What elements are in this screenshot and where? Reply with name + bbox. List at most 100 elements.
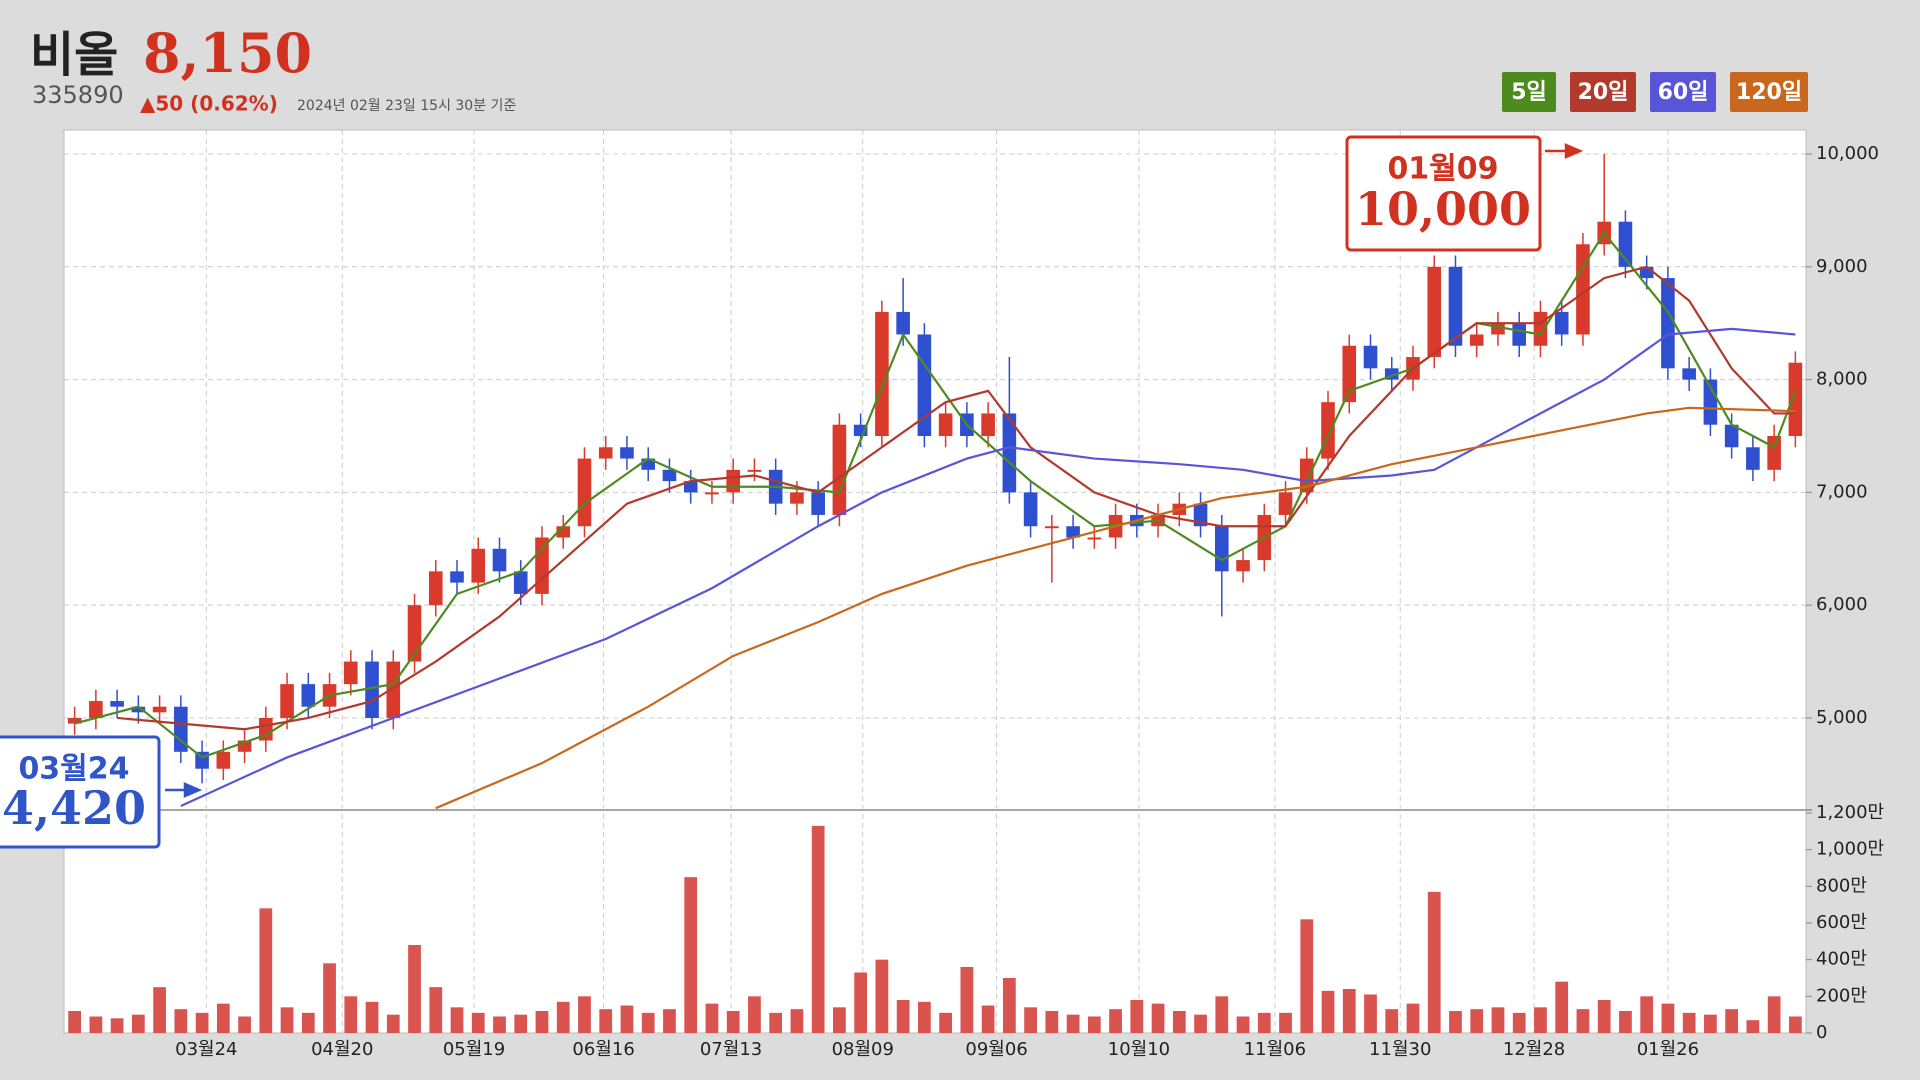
volume-bar xyxy=(1279,1012,1292,1033)
volume-bar xyxy=(238,1016,251,1033)
moving-average-line xyxy=(435,406,1796,810)
candle-body xyxy=(1661,278,1675,369)
volume-bar xyxy=(386,1014,400,1033)
candle-body xyxy=(152,706,167,713)
candle-body xyxy=(471,548,486,583)
candle-body xyxy=(705,492,719,495)
candle-body xyxy=(1193,503,1208,527)
candle-body xyxy=(1512,323,1527,346)
volume-bar xyxy=(1576,1009,1590,1033)
plot: 03월24 04월20 05월19 06월16 07월13 08월09 09월06 10월10… xyxy=(64,130,1884,1060)
candle-body xyxy=(343,661,358,685)
low-annotation-box xyxy=(0,735,161,849)
volume-bar xyxy=(216,1003,230,1033)
x-tick-label: 09월06 xyxy=(965,1039,1027,1060)
candle-body xyxy=(259,717,273,741)
candle-body xyxy=(1746,447,1760,470)
volume-bar xyxy=(1066,1014,1080,1033)
candle-body xyxy=(683,481,698,493)
y-tick-label: 10,000 xyxy=(1816,143,1879,164)
candle-body xyxy=(237,740,252,752)
volume-bar xyxy=(429,987,443,1033)
candle-body xyxy=(1448,266,1463,346)
candle-body xyxy=(492,548,507,572)
candle-body xyxy=(811,492,825,515)
candle-body xyxy=(981,413,995,436)
x-tick-label: 12월28 xyxy=(1503,1039,1565,1060)
candle-body xyxy=(1767,435,1781,470)
candle-body xyxy=(1321,402,1335,459)
candle-body xyxy=(1045,526,1059,529)
candle-body xyxy=(110,701,124,707)
volume-bar xyxy=(1555,981,1569,1033)
candle-body xyxy=(1554,311,1569,335)
x-tick-label: 05월19 xyxy=(443,1039,505,1060)
volume-tick-label: 0 xyxy=(1816,1022,1827,1043)
x-tick-label: 11월06 xyxy=(1244,1039,1306,1060)
candle-body xyxy=(1384,368,1399,380)
volume-bar xyxy=(1321,990,1335,1033)
candle-body xyxy=(301,684,316,707)
volume-bar xyxy=(620,1005,634,1033)
candle-body xyxy=(1278,492,1293,515)
volume-bar xyxy=(1300,919,1314,1033)
volume-bar xyxy=(939,1012,952,1033)
volume-bar xyxy=(918,1001,931,1033)
volume-bar xyxy=(684,877,698,1033)
candle-body xyxy=(1236,560,1250,572)
volume-bar xyxy=(110,1018,124,1033)
volume-tick-label: 800만 xyxy=(1816,875,1867,896)
volume-bar xyxy=(1024,1007,1037,1033)
legend-label: 5일 xyxy=(1511,80,1547,105)
volume-bar xyxy=(769,1012,783,1033)
candle-body xyxy=(1703,379,1718,425)
volume-bar xyxy=(960,967,974,1033)
candle-body xyxy=(875,311,889,436)
candle-body xyxy=(1363,345,1378,369)
volume-bar xyxy=(131,1014,145,1033)
candle-body xyxy=(1724,424,1739,448)
volume-tick-label: 1,000만 xyxy=(1816,839,1884,860)
candle-body xyxy=(174,706,188,752)
legend-box xyxy=(1730,72,1808,112)
high-annotation-value: 10,000 xyxy=(1355,182,1531,236)
low-annotation-value: 4,420 xyxy=(2,781,146,835)
volume-bar xyxy=(599,1009,613,1033)
volume-bar xyxy=(1109,1009,1122,1033)
candle-body xyxy=(1427,266,1442,358)
volume-bar xyxy=(1746,1020,1760,1033)
x-tick-label: 11월30 xyxy=(1369,1039,1431,1060)
volume-bar xyxy=(1130,1000,1144,1033)
volume-bar xyxy=(1597,1000,1611,1033)
candle-body xyxy=(641,458,656,470)
legend-box xyxy=(1650,72,1716,112)
candle-body xyxy=(428,571,443,606)
candle-body xyxy=(1087,537,1102,540)
volume-tick-label: 200만 xyxy=(1816,985,1867,1006)
x-tick-label: 06월16 xyxy=(572,1039,634,1060)
candle-body xyxy=(556,526,571,538)
stock-price: 8,150 xyxy=(143,21,312,85)
legend-label: 120일 xyxy=(1736,80,1802,105)
candle-body xyxy=(1682,368,1696,380)
stock-name: 비올 xyxy=(30,27,118,83)
volume-bar xyxy=(1002,978,1016,1033)
high-annotation-box xyxy=(1345,135,1542,252)
volume-bar xyxy=(1725,1009,1739,1033)
candle-body xyxy=(896,311,910,335)
candle-body xyxy=(853,424,868,436)
price-change: ▲50 (0.62%) xyxy=(140,92,278,116)
candle-body xyxy=(662,469,677,482)
volume-bar xyxy=(1682,1012,1696,1033)
volume-bar xyxy=(535,1011,549,1033)
volume-bar xyxy=(1470,1009,1484,1033)
volume-bar xyxy=(1512,1012,1526,1033)
volume-bar xyxy=(1704,1014,1717,1033)
y-tick-label: 7,000 xyxy=(1816,481,1868,502)
candle-body xyxy=(450,571,464,583)
volume-bar xyxy=(514,1014,528,1033)
candle-body xyxy=(386,661,401,718)
candle-body xyxy=(1639,266,1654,279)
volume-bar xyxy=(1257,1012,1271,1033)
